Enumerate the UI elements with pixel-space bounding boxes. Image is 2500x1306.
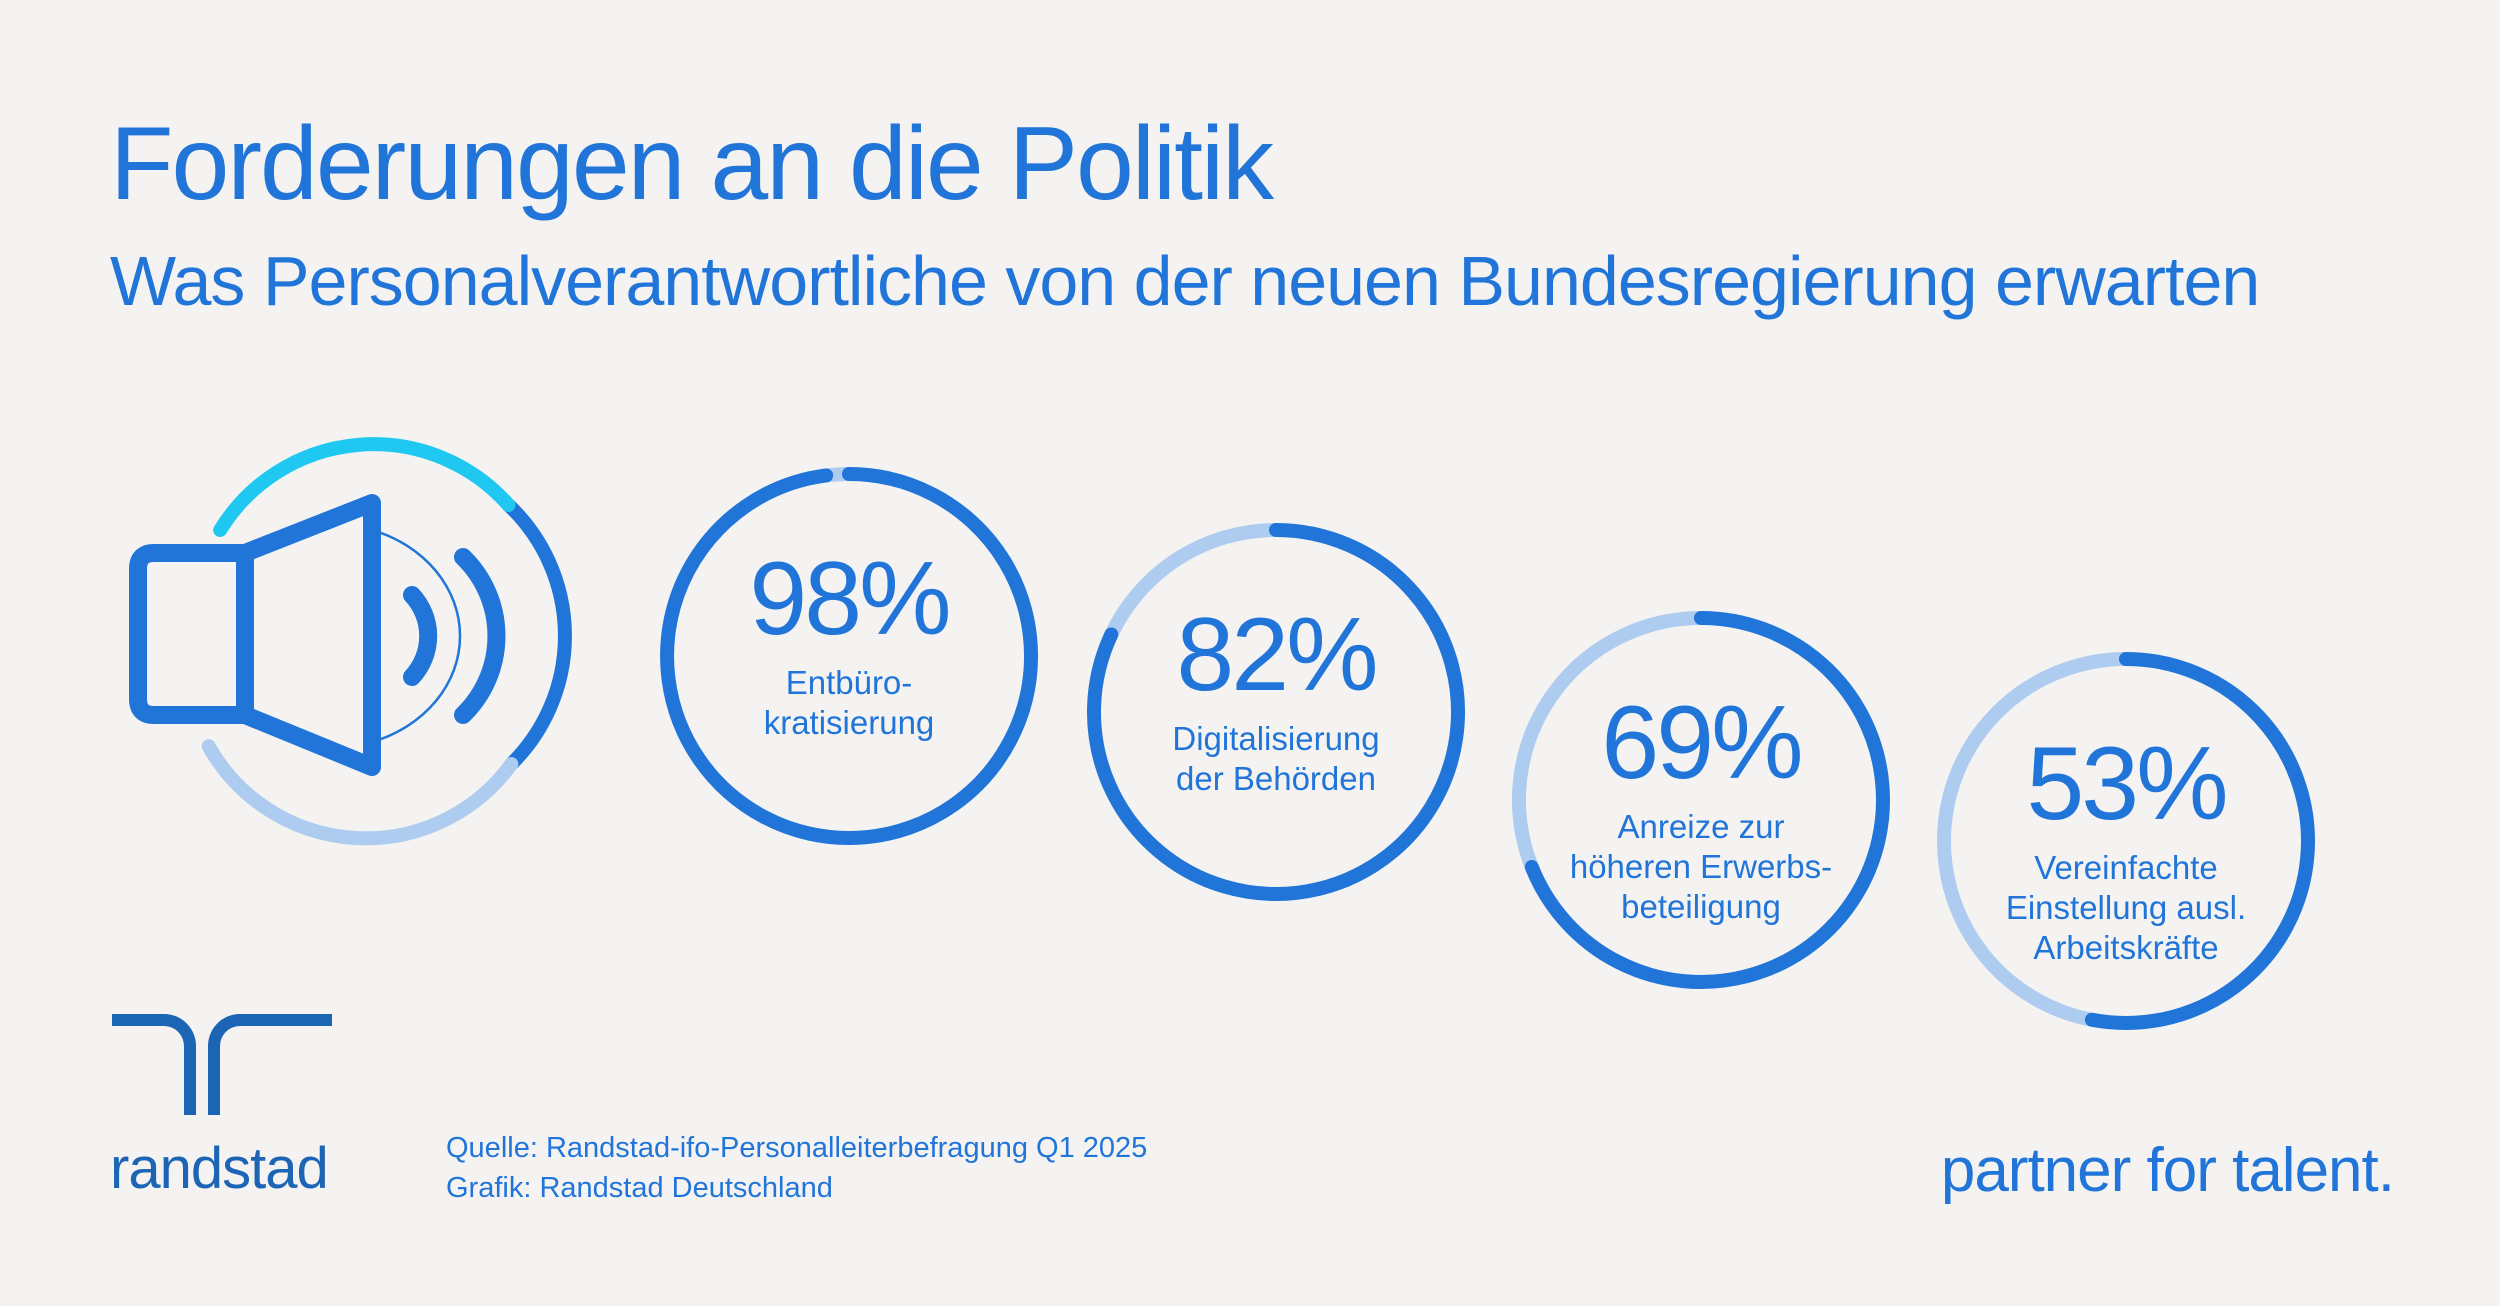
donut-value-label-1: 98% [749,541,948,657]
donut-value-arc-4 [2084,652,2315,1030]
donut-track-3 [1512,611,1708,874]
donut-category-label-2-line-2: der Behörden [1176,760,1376,797]
donut-category-label-1-line-1: Entbüro- [786,664,913,701]
page-subtitle: Was Personalverantwortliche von der neue… [110,242,2260,320]
donut-track-4 [1937,652,2133,1027]
donut-value-label-3: 69% [1601,685,1800,801]
donut-category-label-4-line-1: Vereinfachte [2034,849,2217,886]
credit-line: Grafik: Randstad Deutschland [446,1172,833,1204]
brand-name: randstad [110,1136,329,1201]
brand-tagline: partner for talent. [1940,1136,2395,1205]
donut-category-label-3-line-3: beteiligung [1621,888,1781,925]
donut-category-label-4-line-2: Einstellung ausl. [2006,889,2246,926]
donut-track-2 [1104,523,1283,642]
page-title: Forderungen an die Politik [110,106,1274,222]
donut-value-arc-3 [1524,611,1890,989]
randstad-logo-icon [112,1014,332,1115]
donut-value-arc-1 [660,467,1038,845]
donut-value-label-2: 82% [1176,597,1375,713]
donut-value-arc-2 [1087,523,1465,901]
source-note: Quelle: Randstad-ifo-Personalleiterbefra… [446,1128,1147,1208]
donut-category-label-2-line-1: Digitalisierung [1172,720,1379,757]
donut-group: 98% Entbüro-kratisierung 82% Digitalisierun… [660,467,2315,1030]
speaker-icon [129,437,572,846]
donut-category-label-3-line-2: höheren Erwerbs- [1570,848,1832,885]
donut-category-label-4-line-3: Arbeitskräfte [2033,929,2218,966]
donut-value-label-4: 53% [2026,726,2225,842]
source-line: Quelle: Randstad-ifo-Personalleiterbefra… [446,1132,1148,1164]
donut-category-label-1-line-2: kratisierung [764,704,935,741]
donut-category-label-3-line-1: Anreize zur [1618,808,1785,845]
